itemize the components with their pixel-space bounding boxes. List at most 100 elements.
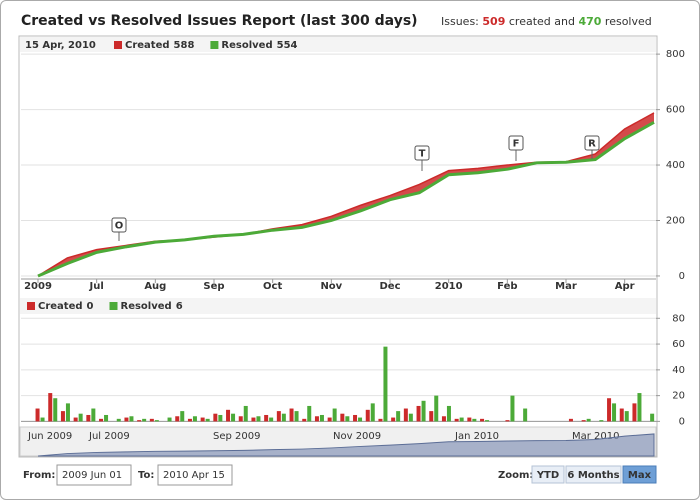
x-tick-label: 2010 <box>435 281 463 292</box>
legend-swatch <box>210 41 219 49</box>
x-tick-label: Feb <box>497 281 517 292</box>
to-label: To: <box>138 470 154 481</box>
zoom-button[interactable] <box>565 465 622 484</box>
from-label: From: <box>23 470 55 481</box>
flag-box <box>414 145 430 161</box>
y-tick-label: 200 <box>666 215 685 226</box>
x-tick-label: Jul <box>89 281 104 292</box>
bar <box>307 405 312 422</box>
bar <box>149 418 154 422</box>
legend-name: Resolved <box>121 301 172 312</box>
bar <box>637 393 642 422</box>
x-tick-label: Nov <box>320 281 342 292</box>
bar <box>624 411 629 422</box>
from-value[interactable]: 2009 Jun 01 <box>62 470 122 481</box>
bar <box>314 416 319 422</box>
bar <box>340 413 345 422</box>
bar <box>251 417 256 422</box>
y-tick-label: 40 <box>672 365 685 376</box>
bar <box>353 414 358 422</box>
bar <box>619 408 624 422</box>
summary-prefix: Issues: <box>441 15 479 28</box>
bar <box>383 346 388 422</box>
bar <box>441 416 446 422</box>
flag-box <box>584 135 600 151</box>
legend-swatch <box>27 302 35 310</box>
bar <box>416 405 421 422</box>
x-tick-label: Dec <box>379 281 400 292</box>
summary-resolved: 470 <box>578 15 601 28</box>
bar <box>434 395 439 422</box>
bar <box>48 393 53 422</box>
bar <box>391 417 396 422</box>
zoom-button-selected[interactable] <box>622 465 657 484</box>
flag-box <box>111 217 127 233</box>
bar <box>200 417 205 422</box>
bar <box>137 420 142 422</box>
bar <box>581 420 586 422</box>
series-line <box>37 121 655 278</box>
x-tick-label: Apr <box>615 281 635 292</box>
issues-summary: Issues: 509 created and 470 resolved <box>441 15 652 28</box>
bar <box>370 403 375 422</box>
bar <box>454 418 459 422</box>
bar <box>99 418 104 422</box>
bar <box>104 414 109 422</box>
bar <box>467 417 472 422</box>
flag-label: R <box>588 139 596 150</box>
bar <box>129 416 134 422</box>
navigator-label: Jan 2010 <box>454 431 499 442</box>
bar <box>238 416 243 422</box>
flag-box <box>508 135 524 151</box>
y-tick-label: 60 <box>672 339 685 350</box>
hover-date: 15 Apr, 2010 <box>25 40 96 51</box>
legend-bar <box>20 37 656 52</box>
bar <box>269 417 274 422</box>
bar <box>650 413 655 422</box>
bar <box>154 420 159 422</box>
bar <box>586 418 591 422</box>
bar <box>65 403 70 422</box>
zoom-label: Zoom: <box>498 470 533 481</box>
bar <box>281 413 286 422</box>
navigator-label: Mar 2010 <box>572 431 620 442</box>
bar <box>446 405 451 422</box>
to-value[interactable]: 2010 Apr 15 <box>163 470 225 481</box>
created-resolved-gap <box>38 112 654 276</box>
legend-name: Created <box>38 301 83 312</box>
chart-frame <box>18 35 658 458</box>
x-tick-label: 2009 <box>24 281 52 292</box>
x-tick-label: Mar <box>555 281 577 292</box>
to-input[interactable] <box>157 464 233 486</box>
bar <box>302 418 307 422</box>
flag-label: F <box>513 139 520 150</box>
zoom-button-label[interactable]: Max <box>628 470 652 481</box>
x-tick-label: Sep <box>203 281 224 292</box>
bar <box>505 420 510 422</box>
zoom-button[interactable] <box>531 465 565 484</box>
navigator-label: Jun 2009 <box>27 431 72 442</box>
bar <box>142 418 147 422</box>
bar <box>86 414 91 422</box>
bar <box>332 408 337 422</box>
zoom-button-label[interactable]: 6 Months <box>567 470 619 481</box>
y-tick-label: 20 <box>672 391 685 402</box>
bar <box>632 403 637 422</box>
legend-value: 0 <box>87 301 94 312</box>
bar <box>459 417 464 422</box>
legend-value: 6 <box>176 301 183 312</box>
zoom-button-label[interactable]: YTD <box>536 470 559 481</box>
bar <box>243 405 248 422</box>
y-tick-label: 0 <box>679 271 685 282</box>
from-input[interactable] <box>56 464 132 486</box>
bar <box>472 418 477 422</box>
summary-middle: created and <box>509 15 575 28</box>
flags: O T F R <box>111 135 600 241</box>
summary-suffix: resolved <box>605 15 652 28</box>
bar <box>35 408 40 422</box>
bar <box>568 418 573 422</box>
bar <box>213 413 218 422</box>
bar <box>264 414 269 422</box>
